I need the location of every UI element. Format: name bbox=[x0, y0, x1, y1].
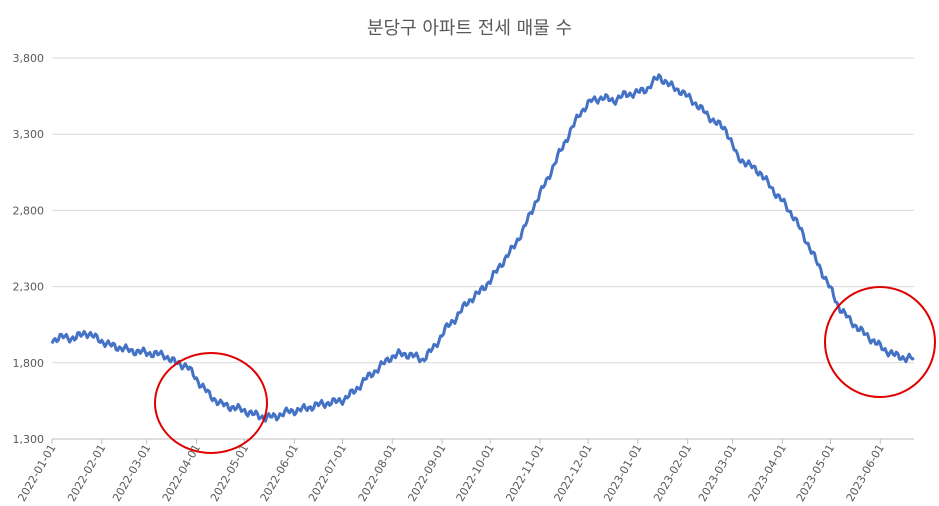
series-line bbox=[50, 73, 915, 423]
y-tick-label: 1,800 bbox=[13, 357, 45, 370]
annotation-circle-left bbox=[154, 352, 268, 454]
x-axis: 2022-01-01 2022-02-01 2022-03-01 2022-04-01… bbox=[15, 438, 914, 504]
y-tick-label: 1,300 bbox=[13, 433, 45, 446]
y-tick-label: 2,300 bbox=[13, 281, 45, 294]
y-tick-label: 3,800 bbox=[13, 52, 45, 65]
x-tick-label: 2022-01-01 bbox=[15, 442, 58, 504]
x-tick-label: 2023-01-01 bbox=[601, 442, 644, 504]
x-tick-label: 2022-09-01 bbox=[405, 442, 448, 504]
chart-title: 분당구 아파트 전세 매물 수 bbox=[366, 18, 573, 39]
x-tick-label: 2022-10-01 bbox=[454, 442, 497, 504]
annotations bbox=[154, 286, 936, 454]
x-tick-label: 2023-03-01 bbox=[696, 442, 739, 504]
x-tick-label: 2023-06-01 bbox=[844, 442, 887, 504]
y-tick-label: 3,300 bbox=[13, 128, 45, 141]
annotation-circle-right bbox=[824, 286, 936, 398]
x-tick-label: 2023-04-01 bbox=[746, 442, 789, 504]
x-tick-label: 2022-06-01 bbox=[258, 442, 301, 504]
x-tick-label: 2022-02-01 bbox=[65, 442, 108, 504]
x-tick-label: 2022-12-01 bbox=[552, 442, 595, 504]
x-tick-label: 2023-02-01 bbox=[651, 442, 694, 504]
y-tick-label: 2,800 bbox=[13, 204, 45, 217]
x-tick-label: 2022-07-01 bbox=[306, 442, 349, 504]
y-axis: 1,300 1,800 2,300 2,800 3,300 3,800 bbox=[13, 52, 45, 446]
x-tick-label: 2022-08-01 bbox=[356, 442, 399, 504]
x-tick-label: 2022-03-01 bbox=[110, 442, 153, 504]
x-tick-label: 2023-05-01 bbox=[794, 442, 837, 504]
series-line-group bbox=[50, 73, 915, 423]
grid-lines bbox=[52, 57, 914, 440]
x-tick-label: 2022-11-01 bbox=[503, 442, 546, 504]
